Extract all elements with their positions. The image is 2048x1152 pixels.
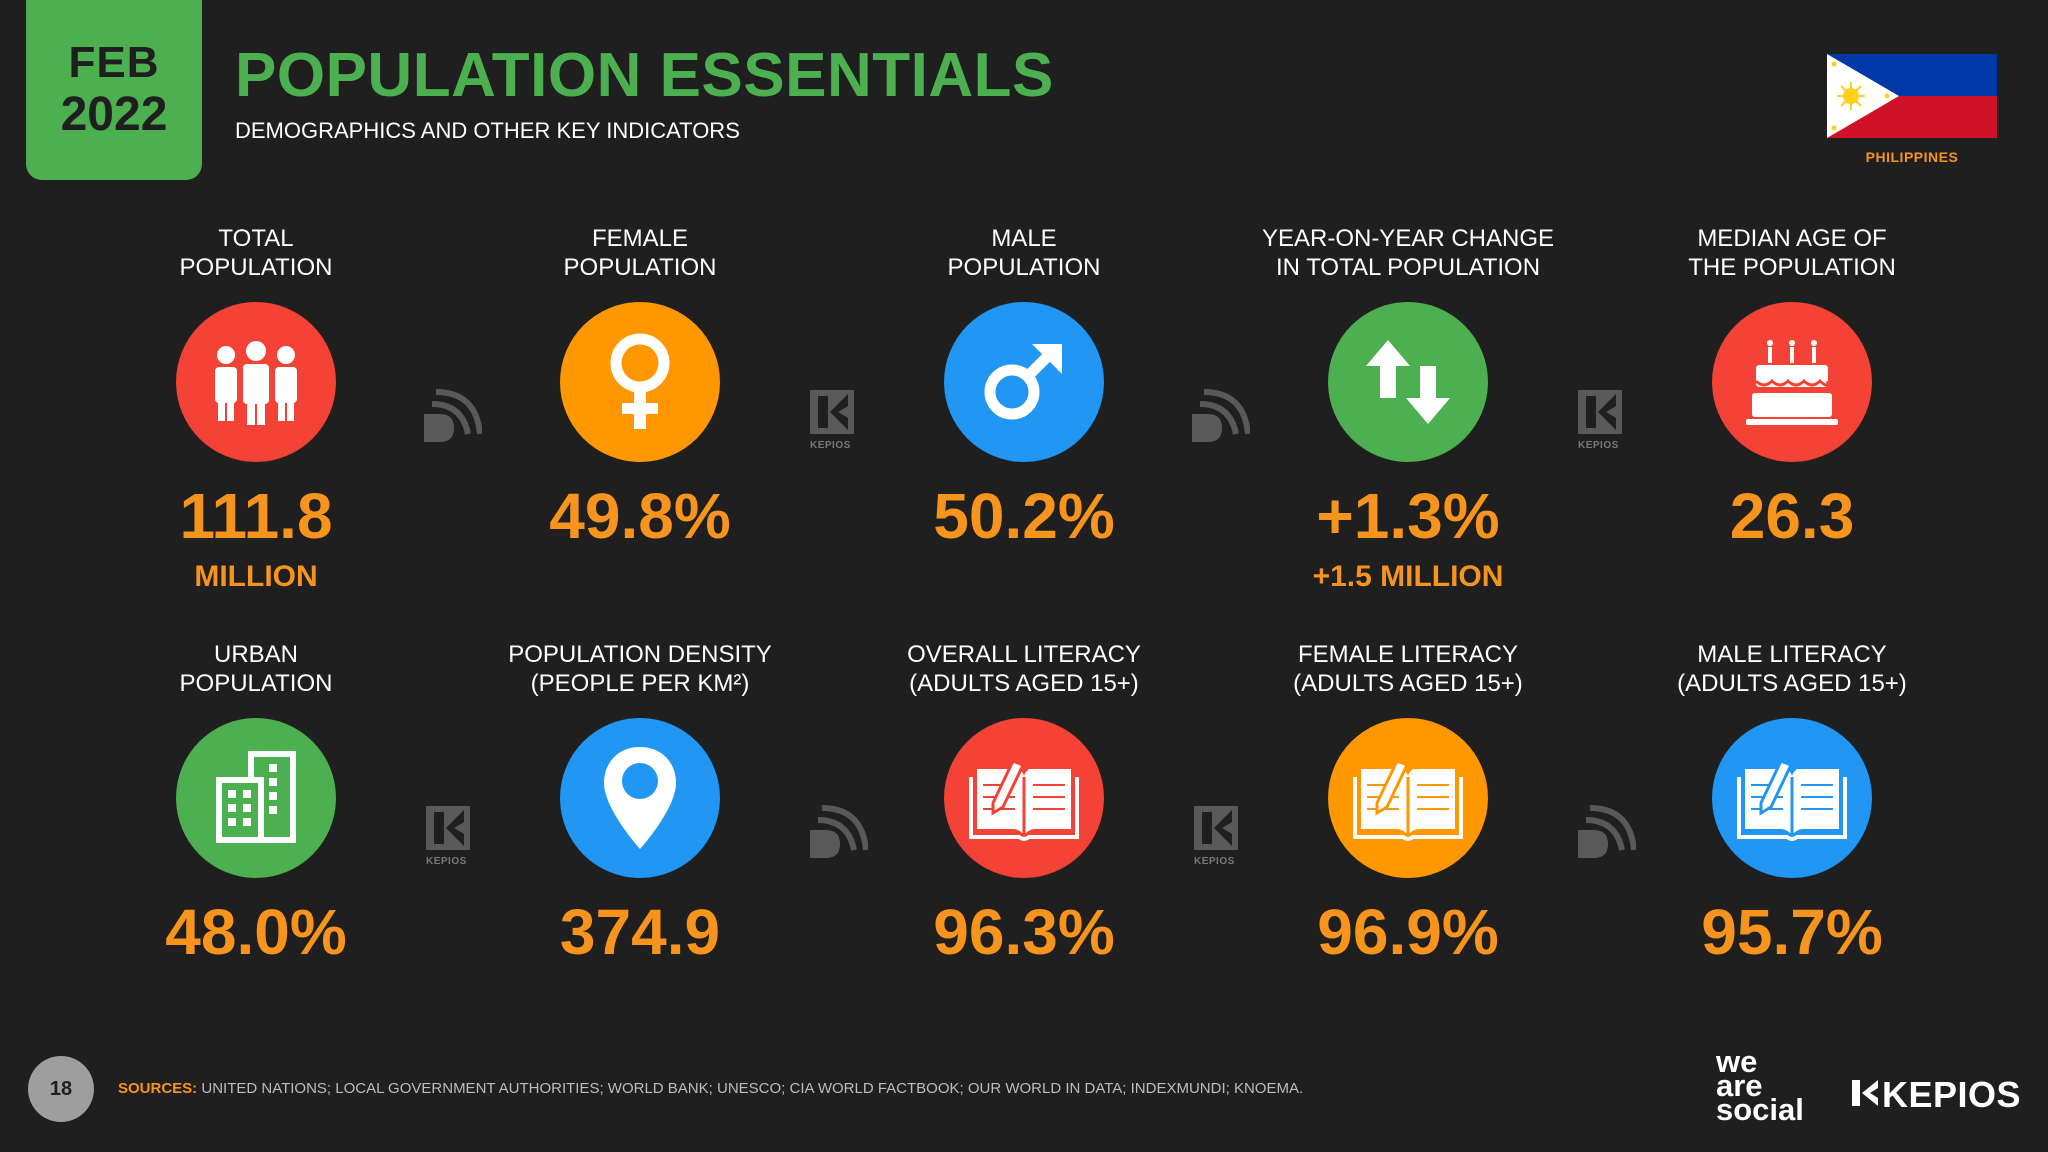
card-label: YEAR-ON-YEAR CHANGE IN TOTAL POPULATION [1228,224,1588,282]
card-sub: +1.5 MILLION [1312,560,1504,593]
card-population-density: POPULATION DENSITY (PEOPLE PER KM²) 374.… [460,640,820,964]
card-value: 96.3% [933,896,1115,968]
card-value: 48.0% [165,896,347,968]
card-label: FEMALE LITERACY (ADULTS AGED 15+) [1228,640,1588,698]
people-icon [176,302,336,462]
card-label: MALE LITERACY (ADULTS AGED 15+) [1612,640,1972,698]
card-value: 96.9% [1317,896,1499,968]
card-label-line1: FEMALE [591,225,689,252]
card-urban-population: URBAN POPULATION 48.0% [76,640,436,964]
card-label-line1: MALE [991,225,1057,252]
card-female-literacy: FEMALE LITERACY (ADULTS AGED 15+) 96.9% [1228,640,1588,964]
card-male-population: MALE POPULATION 50.2% [844,224,1204,548]
kepios-watermark-label: KEPIOS [1194,856,1235,867]
logo-line: we [1716,1044,1758,1079]
card-label-line2: (PEOPLE PER KM²) [530,670,750,697]
card-label-line2: POPULATION [947,254,1101,281]
card-value: 26.3 [1729,480,1855,552]
kepios-logo-icon [1852,1080,1878,1106]
datareportal-watermark-icon [424,389,482,442]
country-label: PHILIPPINES [1865,149,1959,165]
sources-text: UNITED NATIONS; LOCAL GOVERNMENT AUTHORI… [201,1080,1304,1097]
card-label: MEDIAN AGE OF THE POPULATION [1612,224,1972,282]
card-female-population: FEMALE POPULATION 49.8% [460,224,820,548]
kepios-watermark-label: KEPIOS [426,856,467,867]
kepios-watermark-label: KEPIOS [1578,440,1619,451]
card-label-line2: IN TOTAL POPULATION [1275,254,1541,281]
card-value: 111.8 [179,480,333,552]
card-label: FEMALE POPULATION [460,224,820,282]
book-pencil-icon [1328,718,1488,878]
card-label-line2: POPULATION [179,254,333,281]
card-label-line1: OVERALL LITERACY [907,641,1141,668]
philippines-flag-icon [1827,54,1997,138]
page-number: 18 [28,1056,94,1122]
card-label-line1: POPULATION DENSITY [508,641,772,668]
card-label-line1: YEAR-ON-YEAR CHANGE [1261,225,1555,252]
card-label-line2: POPULATION [179,670,333,697]
kepios-logo: KEPIOS [1882,1074,2022,1115]
card-value: +1.3% [1316,480,1500,552]
buildings-icon [176,718,336,878]
book-pencil-icon [944,718,1104,878]
card-yoy-change: YEAR-ON-YEAR CHANGE IN TOTAL POPULATION … [1228,224,1588,592]
date-month: FEB [68,38,160,87]
card-label-line1: MALE LITERACY [1697,641,1887,668]
page-title: POPULATION ESSENTIALS [235,41,1054,110]
up-down-arrows-icon [1328,302,1488,462]
kepios-watermark-icon [1578,390,1622,434]
male-symbol-icon [944,302,1104,462]
card-overall-literacy: OVERALL LITERACY (ADULTS AGED 15+) 96.3% [844,640,1204,964]
card-value: 374.9 [559,896,721,968]
female-symbol-icon [560,302,720,462]
kepios-watermark-icon [810,390,854,434]
we-are-social-logo: we are social [1716,1044,1804,1127]
book-pencil-icon [1712,718,1872,878]
page-subtitle: DEMOGRAPHICS AND OTHER KEY INDICATORS [235,118,740,143]
date-badge: FEB 2022 [26,0,202,180]
birthday-cake-icon [1712,302,1872,462]
map-pin-icon [560,718,720,878]
card-label-line2: (ADULTS AGED 15+) [1293,670,1523,697]
card-sub: MILLION [194,560,318,593]
card-value: 95.7% [1701,896,1883,968]
card-label-line2: POPULATION [563,254,717,281]
kepios-watermark-icon [426,806,470,850]
logo-line: are [1716,1068,1763,1103]
kepios-watermark-icon [1194,806,1238,850]
card-label: TOTAL POPULATION [76,224,436,282]
card-label-line1: MEDIAN AGE OF [1697,225,1887,252]
card-value: 50.2% [933,480,1115,552]
date-year: 2022 [60,88,168,141]
sources-line: SOURCES: UNITED NATIONS; LOCAL GOVERNMEN… [118,1080,1303,1097]
card-label-line1: TOTAL [218,225,294,252]
card-label-line2: THE POPULATION [1688,254,1896,281]
card-label: POPULATION DENSITY (PEOPLE PER KM²) [460,640,820,698]
kepios-watermark-label: KEPIOS [810,440,851,451]
card-label: MALE POPULATION [844,224,1204,282]
card-male-literacy: MALE LITERACY (ADULTS AGED 15+) 95.7% [1612,640,1972,964]
card-label-line2: (ADULTS AGED 15+) [909,670,1139,697]
datareportal-watermark-icon [1192,389,1250,442]
card-label-line1: FEMALE LITERACY [1297,641,1519,668]
card-label-line1: URBAN [213,641,298,668]
card-value: 49.8% [549,480,731,552]
datareportal-watermark-icon [810,805,868,858]
sources-label: SOURCES: [118,1080,198,1097]
card-total-population: TOTAL POPULATION 111.8 MILLION [76,224,436,592]
card-median-age: MEDIAN AGE OF THE POPULATION 26.3 [1612,224,1972,548]
card-label: OVERALL LITERACY (ADULTS AGED 15+) [844,640,1204,698]
datareportal-watermark-icon [1578,805,1636,858]
logo-line: social [1716,1092,1804,1127]
card-label: URBAN POPULATION [76,640,436,698]
card-label-line2: (ADULTS AGED 15+) [1677,670,1907,697]
